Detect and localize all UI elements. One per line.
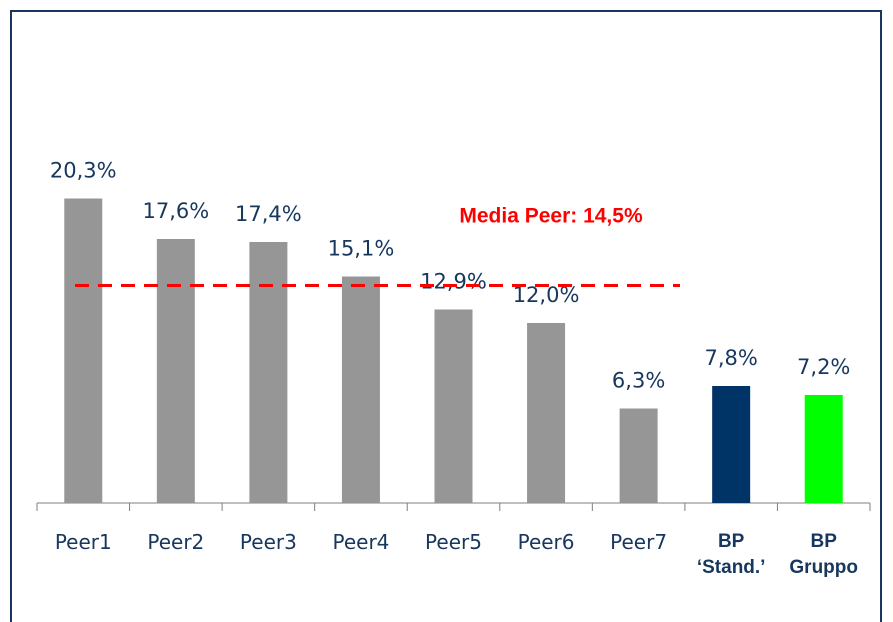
value-label: 12,9% (420, 270, 487, 294)
bar (341, 276, 380, 503)
x-tick-label: BP Gruppo (789, 531, 859, 578)
value-label: 17,4% (235, 202, 302, 226)
value-label: 6,3% (612, 369, 665, 393)
value-label: 17,6% (142, 199, 209, 223)
x-tick-label: Peer1 (54, 530, 112, 554)
reference-label: Media Peer: 14,5% (459, 205, 643, 228)
bar (156, 239, 195, 503)
value-label: 7,2% (797, 355, 850, 379)
value-label: 7,8% (704, 346, 757, 370)
x-tick-label: Peer6 (517, 530, 575, 554)
x-tick-label: Peer7 (610, 530, 668, 554)
value-label: 15,1% (328, 237, 395, 261)
bar (619, 408, 658, 503)
bar (712, 386, 751, 503)
bar (527, 323, 566, 503)
x-tick-label: Peer4 (332, 530, 390, 554)
bar (804, 395, 843, 503)
bar (64, 198, 103, 503)
value-label: 20,3% (50, 159, 117, 183)
x-tick-label: BP ‘Stand.’ (696, 531, 766, 578)
bar (434, 309, 473, 503)
bar (249, 242, 288, 503)
frame (10, 10, 882, 622)
x-tick-label: Peer5 (425, 530, 482, 554)
x-tick-label: Peer3 (239, 530, 297, 554)
x-tick-label: Peer2 (147, 530, 205, 554)
